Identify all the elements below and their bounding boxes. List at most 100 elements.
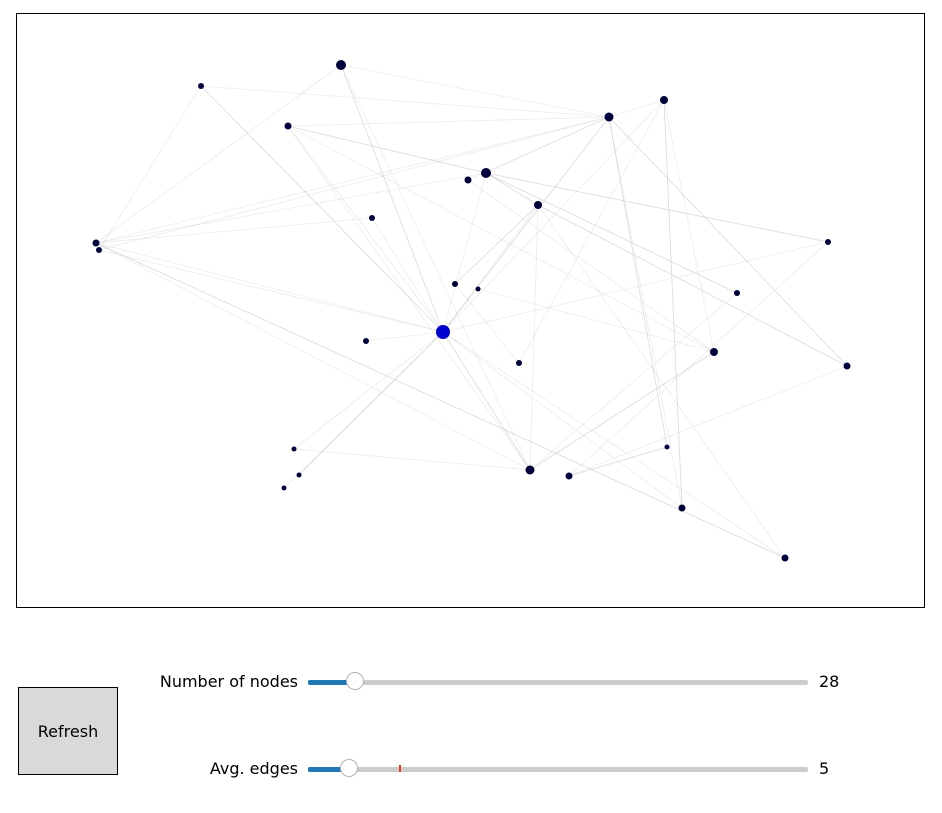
nodes-slider-fill — [308, 680, 355, 685]
graph-edge — [608, 116, 668, 448]
graph-edge — [537, 204, 786, 559]
graph-edge — [608, 99, 665, 118]
graph-edge — [442, 172, 487, 333]
graph-edge — [477, 288, 715, 353]
graph-edge — [608, 116, 683, 509]
graph-edge — [95, 217, 373, 244]
edges-slider-track[interactable] — [308, 759, 808, 777]
graph-edge — [454, 204, 539, 285]
graph-node — [525, 465, 535, 475]
graph-edge — [485, 172, 738, 294]
graph-node — [336, 60, 346, 70]
graph-edge — [568, 365, 848, 477]
graph-edge — [529, 204, 539, 471]
graph-edge — [287, 125, 715, 353]
nodes-slider-track[interactable] — [308, 672, 808, 690]
graph-edge — [95, 116, 610, 244]
graph-node — [678, 504, 686, 512]
graph-edge — [529, 351, 715, 471]
graph-node — [92, 239, 100, 247]
nodes-slider-label: Number of nodes — [159, 672, 298, 691]
edges-slider-handle[interactable] — [340, 759, 358, 777]
graph-edge — [200, 85, 444, 333]
graph-node — [516, 360, 522, 366]
graph-edge — [293, 331, 444, 450]
graph-edge — [442, 99, 665, 333]
graph-node — [843, 362, 851, 370]
graph-edge — [287, 116, 610, 127]
graph-node — [710, 348, 718, 356]
graph-edge — [98, 116, 610, 251]
graph-edge — [95, 172, 487, 244]
edges-slider-fill — [308, 767, 349, 772]
graph-node — [565, 472, 573, 480]
graph-node — [296, 472, 302, 478]
graph-edge — [518, 99, 665, 364]
edges-slider-value: 5 — [819, 759, 830, 778]
graph-edge — [663, 99, 683, 509]
graph-edge — [298, 331, 444, 476]
graph-edge — [283, 331, 444, 489]
graph-edge — [95, 242, 444, 333]
graph-edge — [95, 242, 786, 559]
graph-edge — [293, 448, 531, 471]
edges-slider-init-marker — [399, 765, 401, 772]
graph-edge — [442, 331, 786, 559]
graph-edge — [608, 116, 848, 367]
graph-node — [534, 201, 542, 209]
graph-node — [781, 554, 789, 562]
graph-node — [464, 176, 472, 184]
graph-edge — [365, 331, 444, 342]
nodes-slider-handle[interactable] — [346, 672, 364, 690]
graph-edge — [340, 64, 444, 333]
graph-edge — [608, 116, 668, 448]
graph-node — [604, 112, 614, 122]
graph-node — [369, 215, 375, 221]
graph-edge — [200, 85, 610, 118]
graph-edge — [340, 64, 531, 471]
graph-edge — [371, 217, 444, 333]
graph-edge — [287, 125, 531, 471]
graph-edge — [454, 283, 520, 364]
graph-edge — [485, 172, 539, 206]
nodes-slider-value: 28 — [819, 672, 840, 691]
graph-edge — [485, 116, 610, 174]
graph-edge — [442, 116, 610, 333]
graph-node — [291, 446, 297, 452]
graph-edge — [340, 64, 610, 118]
graph-node — [284, 122, 292, 130]
graph-edge — [98, 85, 202, 251]
graph-node — [436, 325, 450, 339]
graph-node — [96, 247, 102, 253]
graph-edge — [298, 331, 444, 476]
graph-edge — [442, 241, 829, 333]
graph-edge — [568, 241, 829, 477]
graph-edge — [95, 64, 342, 244]
graph-edge — [467, 179, 715, 353]
graph-node — [481, 168, 491, 178]
graph-node — [660, 96, 668, 104]
graph-edge — [442, 331, 531, 471]
network-graph — [92, 60, 851, 562]
graph-node — [475, 286, 481, 292]
graph-edge — [95, 242, 531, 471]
graph-node — [363, 338, 369, 344]
graph-node — [198, 83, 204, 89]
graph-node — [281, 485, 287, 491]
graph-edge — [287, 125, 444, 333]
graph-edge — [442, 204, 539, 333]
graph-plot-area — [16, 13, 925, 608]
graph-node — [664, 444, 670, 450]
graph-node — [734, 290, 740, 296]
graph-edge — [287, 125, 487, 174]
graph-edge — [442, 331, 683, 509]
graph-node — [825, 239, 831, 245]
refresh-button[interactable]: Refresh — [18, 687, 118, 775]
graph-edge — [663, 99, 715, 353]
graph-node — [452, 281, 458, 287]
graph-edge — [485, 172, 829, 243]
graph-edge — [537, 204, 848, 367]
graph-edge — [568, 446, 668, 477]
graph-edge — [467, 116, 610, 181]
edges-slider-label: Avg. edges — [209, 759, 298, 778]
